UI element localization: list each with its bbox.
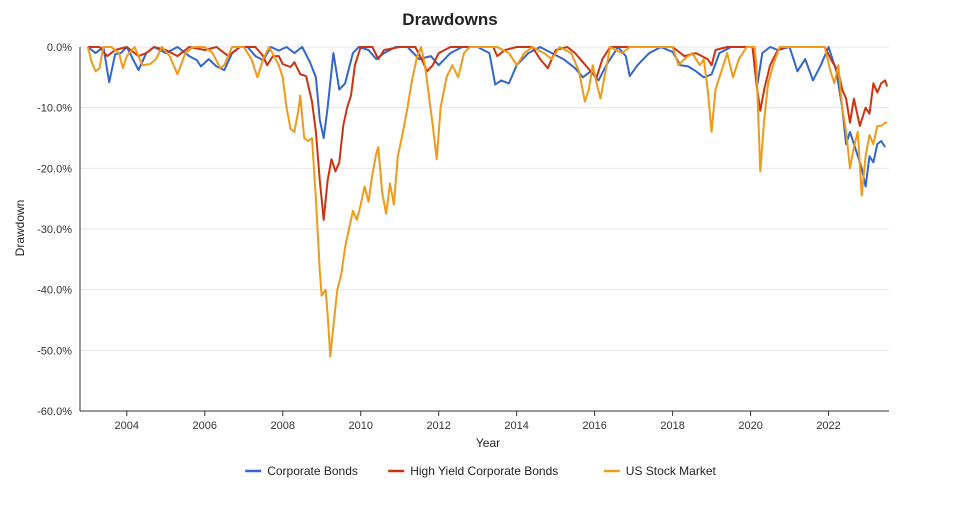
series-line-corporate-bonds — [87, 46, 886, 188]
x-tick-label: 2018 — [660, 420, 684, 432]
series-line-us-stock-market — [86, 46, 888, 358]
y-tick-label: -20.0% — [37, 163, 72, 175]
y-tick-label: -30.0% — [37, 224, 72, 236]
x-tick-label: 2010 — [348, 420, 372, 432]
legend-item: Corporate Bonds — [245, 464, 358, 478]
x-tick-label: 2020 — [738, 420, 762, 432]
legend-item: US Stock Market — [603, 464, 717, 478]
x-tick-label: 2008 — [270, 420, 294, 432]
x-tick-label: 2014 — [504, 420, 528, 432]
series-lines — [86, 46, 889, 358]
legend-label: Corporate Bonds — [267, 464, 358, 478]
y-tick-label: -10.0% — [37, 103, 72, 115]
x-tick-label: 2006 — [193, 420, 217, 432]
series-line-high-yield-corporate-bonds — [87, 46, 889, 221]
y-tick-label: 0.0% — [47, 42, 72, 54]
x-tick-label: 2016 — [582, 420, 606, 432]
legend: Corporate Bonds High Yield Corporate Bond… — [245, 464, 716, 478]
y-tick-label: -50.0% — [37, 345, 72, 357]
legend-label: High Yield Corporate Bonds — [410, 464, 558, 478]
x-tick-label: 2022 — [816, 420, 840, 432]
y-tick-label: -60.0% — [37, 406, 72, 418]
x-tick-label: 2012 — [426, 420, 450, 432]
legend-label: US Stock Market — [626, 464, 717, 478]
x-axis-label: Year — [476, 436, 500, 450]
y-tick-label: -40.0% — [37, 285, 72, 297]
chart-title: Drawdowns — [402, 10, 497, 29]
legend-item: High Yield Corporate Bonds — [388, 464, 558, 478]
x-tick-label: 2004 — [115, 420, 139, 432]
y-axis-label: Drawdown — [13, 200, 27, 257]
gridlines — [80, 46, 889, 412]
axes: 0.0% -10.0% -20.0% -30.0% -40.0% -50.0% -60.0%… — [37, 42, 889, 432]
